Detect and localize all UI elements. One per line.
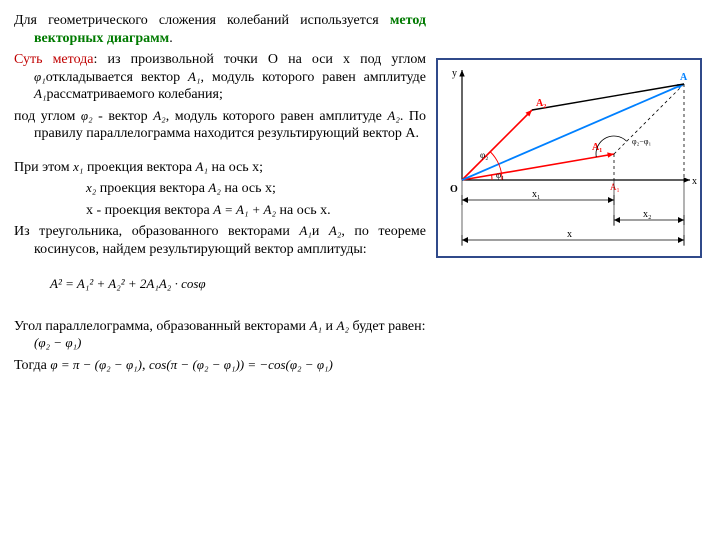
t: x - проекция вектора bbox=[86, 203, 213, 218]
sym-phi1: φ₁ bbox=[34, 69, 46, 84]
para-proj2: x₂ проекция вектора A₂ на ось x; bbox=[14, 180, 426, 198]
t: и bbox=[322, 319, 337, 334]
para-second-vec: под углом φ₂ - вектор A₂, модуль которог… bbox=[14, 108, 426, 143]
diagram-column: xyОA₁A₂Aφ₁φ₂φ₂−φ₁A₁x₁x₂x bbox=[436, 12, 706, 378]
sym-A2: A₂ bbox=[387, 108, 399, 123]
t: Из треугольника, образованного векторами bbox=[14, 224, 299, 239]
t: будет равен: bbox=[349, 319, 426, 334]
sym-A1v2: A₁ bbox=[196, 159, 208, 174]
sym-A2v2: A₂ bbox=[208, 180, 220, 195]
svg-text:x: x bbox=[567, 229, 572, 240]
vector-diagram: xyОA₁A₂Aφ₁φ₂φ₂−φ₁A₁x₁x₂x bbox=[438, 60, 700, 256]
sym-Asum: A = A₁ + A₂ bbox=[213, 202, 276, 217]
t: : из произвольной точки О на оси x под у… bbox=[94, 52, 426, 67]
para-proj3: x - проекция вектора A = A₁ + A₂ на ось … bbox=[14, 202, 426, 220]
para-angle: Угол параллелограмма, образованный векто… bbox=[14, 318, 426, 353]
formula-cosine: A² = A₁² + A₂² + 2A₁A₂ · cosφ bbox=[14, 276, 426, 294]
t: При этом bbox=[14, 160, 73, 175]
eq1: A² = A₁² + A₂² + 2A₁A₂ · cosφ bbox=[50, 276, 206, 291]
para-triangle: Из треугольника, образованного векторами… bbox=[14, 223, 426, 258]
t: проекция вектора bbox=[83, 160, 195, 175]
sym-angle: (φ₂ − φ₁) bbox=[34, 335, 81, 350]
t: - вектор bbox=[93, 109, 154, 124]
sym-x2: x₂ bbox=[86, 180, 96, 195]
t: , модуль которого равен амплитуде bbox=[166, 109, 388, 124]
sym-A1v: A₁ bbox=[188, 69, 200, 84]
t: под углом bbox=[14, 109, 81, 124]
eq-phi: φ = π − (φ₂ − φ₁) bbox=[50, 357, 142, 372]
t: на ось x; bbox=[221, 181, 276, 196]
t: на ось x. bbox=[276, 203, 331, 218]
svg-text:y: y bbox=[452, 68, 457, 79]
sym-A2v: A₂ bbox=[153, 108, 165, 123]
t: проекция вектора bbox=[96, 181, 208, 196]
svg-text:A: A bbox=[680, 72, 688, 83]
svg-text:x₁: x₁ bbox=[532, 189, 541, 200]
vector-diagram-frame: xyОA₁A₂Aφ₁φ₂φ₂−φ₁A₁x₁x₂x bbox=[436, 58, 702, 258]
spacer bbox=[14, 262, 426, 272]
svg-text:A₁: A₁ bbox=[610, 182, 620, 192]
spacer bbox=[14, 147, 426, 155]
para-proj1: При этом x₁ проекция вектора A₁ на ось x… bbox=[14, 159, 426, 177]
sym-phi2: φ₂ bbox=[81, 108, 93, 123]
heading-essence: Суть метода bbox=[14, 52, 94, 67]
t: , модуль которого равен амплитуде bbox=[201, 70, 426, 85]
svg-text:x: x bbox=[692, 176, 697, 187]
svg-text:О: О bbox=[450, 184, 458, 195]
t: рассматриваемого колебания; bbox=[46, 87, 222, 102]
svg-text:φ₂: φ₂ bbox=[480, 150, 488, 160]
para-intro: Для геометрического сложения колебаний и… bbox=[14, 12, 426, 47]
sym-x1: x₁ bbox=[73, 159, 83, 174]
t: и bbox=[312, 224, 329, 239]
t: Угол параллелограмма, образованный векто… bbox=[14, 319, 310, 334]
svg-text:φ₂−φ₁: φ₂−φ₁ bbox=[632, 137, 652, 146]
t: на ось x; bbox=[208, 160, 263, 175]
sym-A1-3: A₁ bbox=[299, 223, 311, 238]
svg-text:φ₁: φ₁ bbox=[496, 170, 504, 180]
t: откладывается вектор bbox=[46, 70, 188, 85]
sym-A2-4: A₂ bbox=[337, 318, 349, 333]
sym-A1: A₁ bbox=[34, 86, 46, 101]
text-column: Для геометрического сложения колебаний и… bbox=[14, 12, 436, 378]
t: . bbox=[169, 31, 173, 46]
svg-text:A₂: A₂ bbox=[536, 98, 546, 109]
svg-text:x₂: x₂ bbox=[643, 209, 652, 220]
t: Тогда bbox=[14, 358, 50, 373]
t: Для геометрического сложения колебаний и… bbox=[14, 13, 390, 28]
eq-cos: cos(π − (φ₂ − φ₁)) = −cos(φ₂ − φ₁) bbox=[149, 357, 333, 372]
sym-A2-3: A₂ bbox=[329, 223, 341, 238]
t: , bbox=[142, 358, 149, 373]
para-method: Суть метода: из произвольной точки О на … bbox=[14, 51, 426, 104]
sym-A1-4: A₁ bbox=[310, 318, 322, 333]
spacer bbox=[14, 298, 426, 314]
para-then: Тогда φ = π − (φ₂ − φ₁), cos(π − (φ₂ − φ… bbox=[14, 357, 426, 375]
